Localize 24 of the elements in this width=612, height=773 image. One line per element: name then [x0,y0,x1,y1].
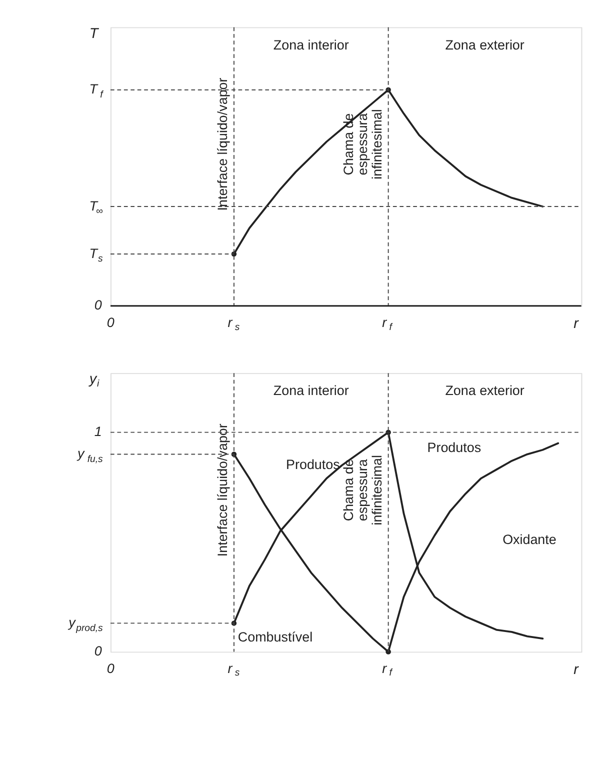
ref-line-label: Interface líquido/vapor [215,77,230,211]
annotation: Zona interior [273,383,350,398]
x-tick-label: 0 [106,660,115,676]
annotation: Produtos [427,440,482,456]
y-tick-label: yfu,s [76,446,103,465]
ref-line-label: T∞ [89,198,103,218]
annotation: Oxidante [502,532,556,548]
y-tick-label: 1 [94,424,102,440]
x-axis-title: r [574,662,580,678]
x-tick-label: rs [228,314,240,333]
x-tick-label: rf [382,314,394,333]
ref-line-label: Tf [89,82,104,101]
text: Zona interior [273,37,350,52]
y-axis-title: T [89,26,100,42]
ref-line-label: Interface líquido/vapor [215,423,230,557]
annotation: Combustível [238,630,313,645]
x-tick-label: rf [382,660,394,679]
annotation: Zona exterior [445,383,525,398]
x-tick-label: 0 [106,314,115,330]
text: Zona exterior [445,37,525,52]
x-axis-title: r [574,316,580,332]
x-tick-label: rs [228,660,240,679]
annotation: Produtos [286,456,340,472]
y-tick-label: 0 [94,644,102,659]
